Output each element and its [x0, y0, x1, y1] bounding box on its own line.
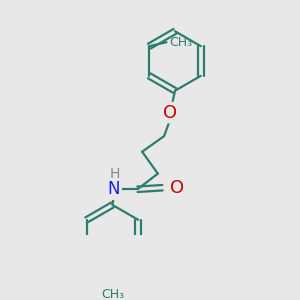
Text: CH₃: CH₃: [101, 288, 124, 300]
Text: O: O: [163, 103, 177, 122]
Text: O: O: [170, 179, 184, 197]
Text: CH₃: CH₃: [169, 36, 192, 49]
Text: N: N: [108, 180, 120, 198]
Text: H: H: [110, 167, 120, 182]
